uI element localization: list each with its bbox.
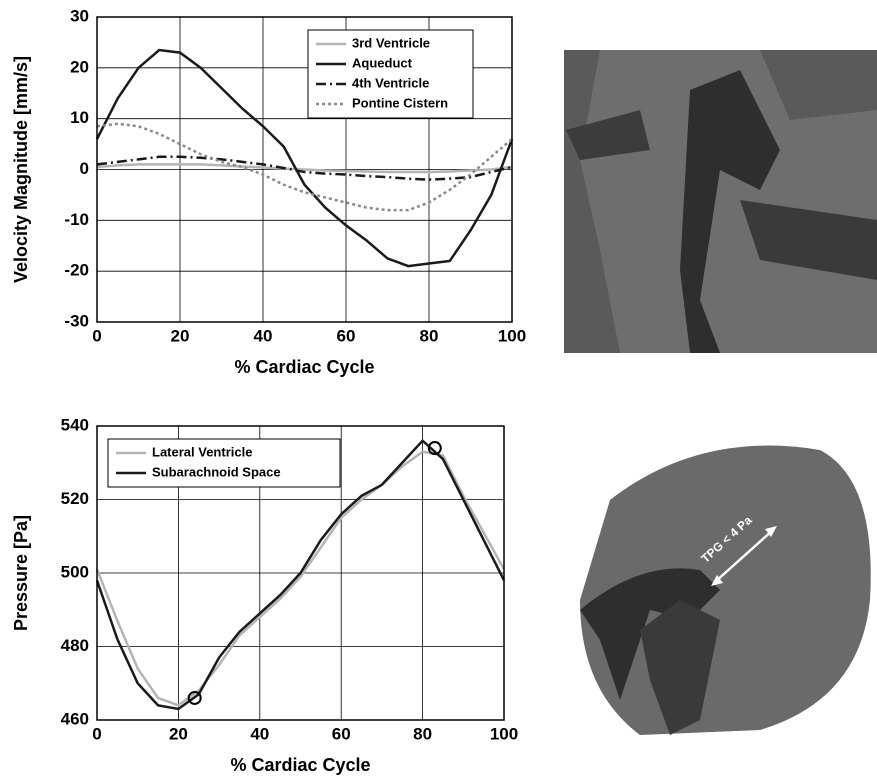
- y-tick-label: 480: [61, 636, 89, 655]
- x-tick-label: 0: [92, 326, 101, 345]
- render-top: [564, 50, 877, 353]
- x-axis-label: % Cardiac Cycle: [230, 755, 370, 775]
- y-axis-label: Pressure [Pa]: [11, 515, 31, 631]
- render-bottom: TPG < 4 Pa: [564, 440, 877, 737]
- legend-label: Lateral Ventricle: [152, 444, 252, 459]
- x-tick-label: 80: [413, 724, 432, 743]
- y-tick-label: 520: [61, 489, 89, 508]
- x-tick-label: 100: [498, 326, 526, 345]
- x-tick-label: 20: [171, 326, 190, 345]
- x-tick-label: 20: [169, 724, 188, 743]
- legend-label: Pontine Cistern: [352, 95, 448, 110]
- y-tick-label: 500: [61, 562, 89, 581]
- x-tick-label: 60: [332, 724, 351, 743]
- x-tick-label: 60: [337, 326, 356, 345]
- y-tick-label: 460: [61, 709, 89, 728]
- x-tick-label: 100: [490, 724, 518, 743]
- y-tick-label: -30: [64, 311, 89, 330]
- y-axis-label: Velocity Magnitude [mm/s]: [11, 56, 31, 283]
- legend-label: Aqueduct: [352, 55, 413, 70]
- x-axis-label: % Cardiac Cycle: [234, 357, 374, 377]
- figure: TPG < 4 Pa 0 20 40 60 80 100 -30 -20 -10 0 10 20 30%…: [0, 0, 877, 780]
- legend-label: 3rd Ventricle: [352, 35, 430, 50]
- x-tick-label: 0: [92, 724, 101, 743]
- y-tick-label: 540: [61, 415, 89, 434]
- x-tick-label: 80: [420, 326, 439, 345]
- y-tick-label: 10: [70, 108, 89, 127]
- y-tick-label: -20: [64, 261, 89, 280]
- legend-label: 4th Ventricle: [352, 75, 429, 90]
- x-tick-label: 40: [254, 326, 273, 345]
- y-tick-label: 0: [80, 159, 89, 178]
- y-tick-label: 20: [70, 57, 89, 76]
- legend-label: Subarachnoid Space: [152, 464, 281, 479]
- y-tick-label: -10: [64, 210, 89, 229]
- x-tick-label: 40: [250, 724, 269, 743]
- y-tick-label: 30: [70, 6, 89, 25]
